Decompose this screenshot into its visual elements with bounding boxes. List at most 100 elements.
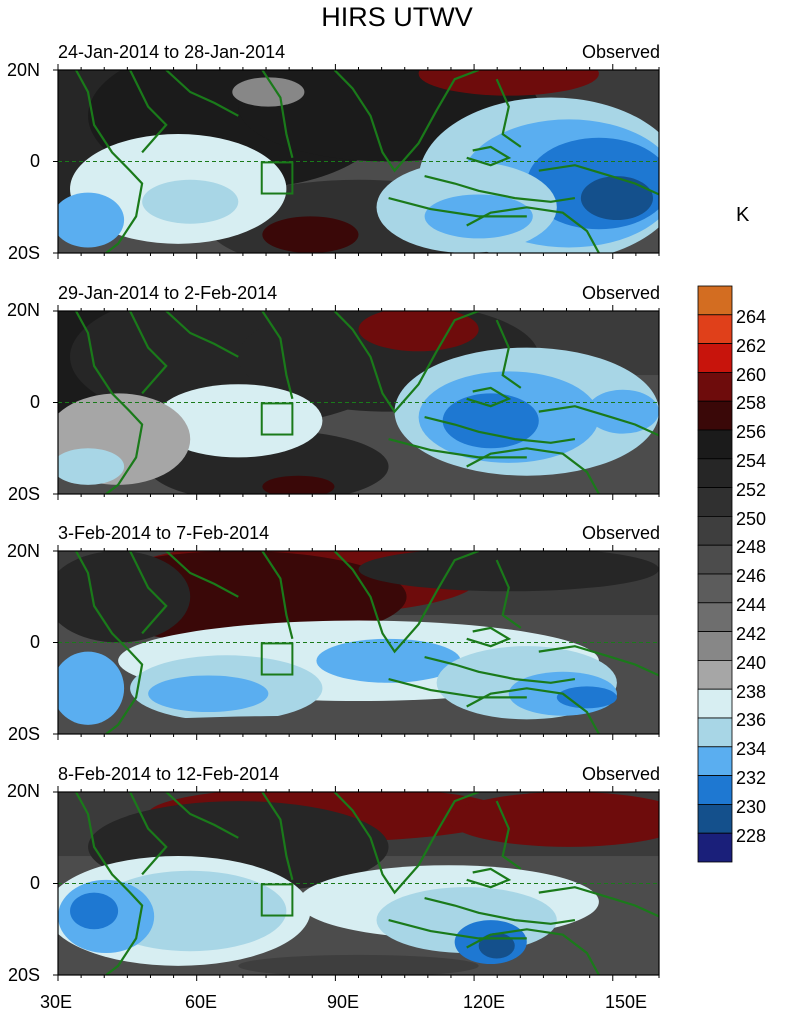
colorbar-swatch [697,688,733,719]
panel-3-ytick-20n: 20N [6,541,40,561]
coastline [538,405,659,437]
colorbar-label: 228 [736,826,767,846]
xtick-150e: 150E [604,992,648,1012]
contour-region [556,686,617,709]
coastline [129,311,168,395]
coastline [424,416,576,444]
contour-region [586,389,659,434]
colorbar-label: 264 [736,307,767,327]
colorbar-swatch [697,804,733,834]
colorbar-label: 232 [736,768,767,788]
colorbar-label: 230 [736,797,767,817]
panel-4-date-range: 8-Feb-2014 to 12-Feb-2014 [58,764,280,784]
coastline [538,886,659,918]
colorbar-label: 234 [736,739,767,759]
coastline [333,551,480,654]
coastline [466,626,512,648]
colorbar-swatch [697,343,733,373]
map-panel-1 [53,64,660,259]
colorbar-label: 242 [736,624,767,644]
colorbar-swatch [697,400,733,431]
colorbar-swatch [697,775,733,805]
panel-1-ytick-20s: 20S [7,243,40,263]
colorbar-swatch [697,573,733,604]
map-panel-4 [53,786,660,981]
panel-4-ytick-20n: 20N [6,781,40,801]
xtick-30e: 30E [39,992,73,1012]
contour-region [316,638,461,683]
map-panel-3 [53,545,660,740]
coastline [424,175,576,203]
contour-region [58,448,125,485]
xtick-60e: 60E [184,992,218,1012]
colorbar-swatch [697,458,733,488]
coastline [388,197,527,218]
coastline [495,800,522,870]
colorbar-label: 254 [736,451,767,471]
coastline [261,551,294,640]
panel-1-date-range: 24-Jan-2014 to 28-Jan-2014 [58,42,286,62]
contour-region [358,551,659,592]
panel-1-ytick-0: 0 [29,151,40,171]
coastline [495,319,522,389]
coastline [75,70,144,253]
region-box [260,402,294,436]
contour-region [142,179,239,224]
colorbar-label: 246 [736,566,767,586]
contour-region [118,715,539,734]
colorbar-swatch [697,602,733,632]
coastline [466,447,600,494]
region-box [260,161,294,195]
contour-region [58,651,125,725]
contour-region [442,393,539,449]
coastline [388,919,527,940]
coastline [261,311,294,400]
coastline [165,311,239,358]
colorbar-swatch [697,429,733,460]
colorbar-label: 256 [736,422,767,442]
colorbar-swatch [697,746,733,776]
colorbar-swatch [697,285,733,316]
xtick-90e: 90E [326,992,360,1012]
colorbar-swatch [697,487,733,517]
colorbar-label: 240 [736,653,767,673]
coastline [424,656,576,684]
colorbar-swatch [697,832,733,863]
colorbar-unit-label: K [736,204,750,226]
coastline [129,792,168,876]
coastline [261,70,294,159]
colorbar-label: 250 [736,509,767,529]
coastline [165,70,239,117]
colorbar-label: 236 [736,710,767,730]
contour-region [262,216,359,253]
coastline [538,645,659,677]
colorbar-label: 252 [736,480,767,500]
contour-region [580,176,653,221]
coastline [165,551,239,598]
colorbar-label: 244 [736,595,767,615]
panel-4-ytick-0: 0 [29,873,40,893]
page-title: HIRS UTWV [321,2,473,32]
contour-region [70,892,119,930]
coastline [466,145,512,167]
coastline [333,311,480,414]
panel-2-ytick-20n: 20N [6,300,40,320]
colorbar-swatch [697,516,733,546]
coastline [75,551,144,734]
contour-region [232,77,305,107]
coastline [466,867,512,889]
contour-region [148,675,269,713]
coastline [495,559,522,629]
contour-region [58,551,191,643]
coastline [75,792,144,975]
xtick-120e: 120E [462,992,506,1012]
panel-2-date-range: 29-Jan-2014 to 2-Feb-2014 [58,283,278,303]
contour-region [418,70,599,96]
coastline [466,386,512,408]
contour-region [448,792,659,847]
coastline [129,551,168,635]
map-panel-2 [53,305,660,500]
colorbar-label: 262 [736,336,767,356]
region-box [260,883,294,917]
